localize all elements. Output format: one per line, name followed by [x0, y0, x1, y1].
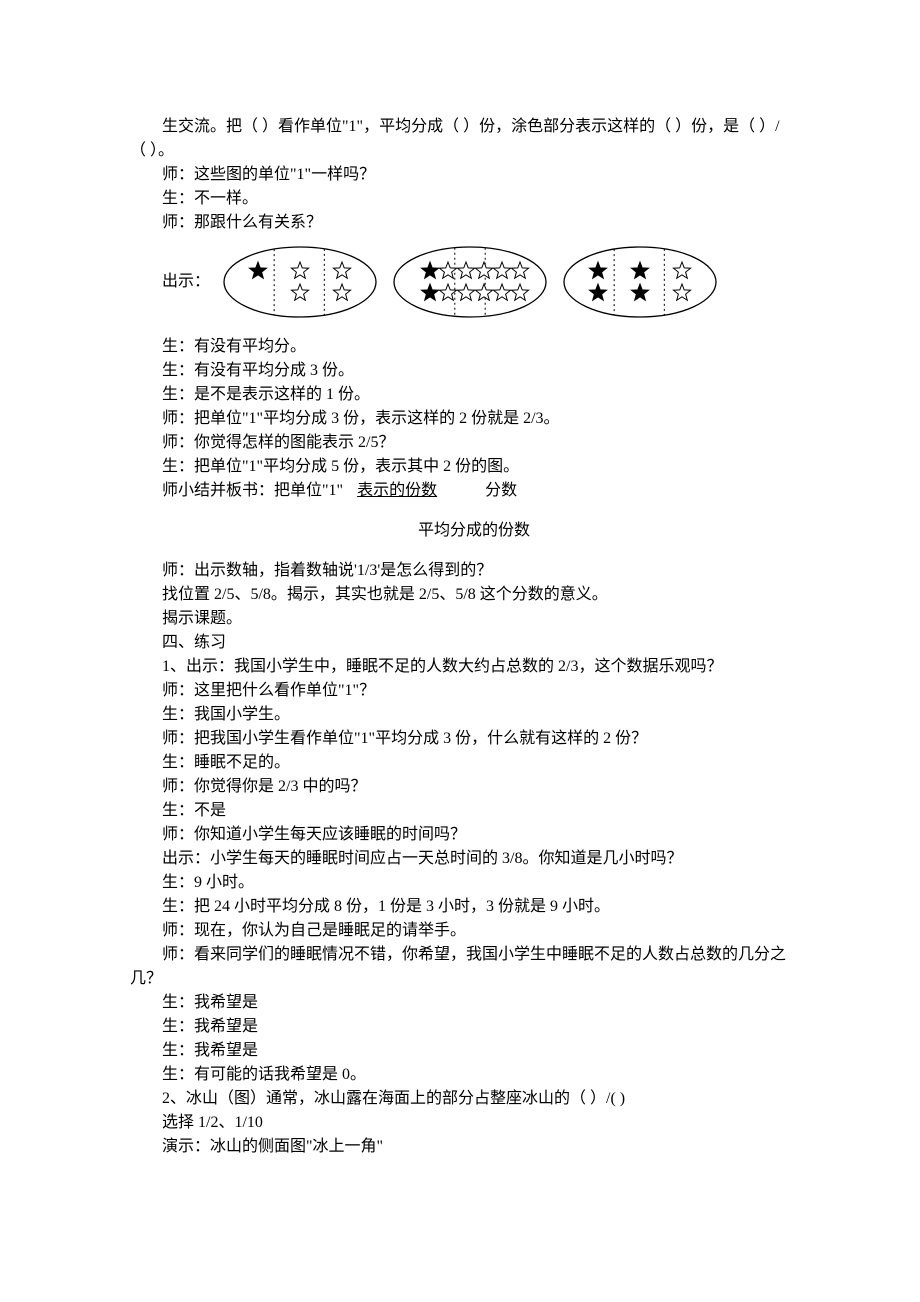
paragraph: 生：不一样。: [130, 187, 790, 211]
document-page: 生交流。把（ ）看作单位"1"，平均分成（ ）份，涂色部分表示这样的（ ）份，是…: [0, 0, 920, 1302]
text: 1、出示：我国小学生中，睡眠不足的人数大约占总数的 2/3，这个数据乐观吗？: [162, 658, 722, 675]
text: 师小结并板书：把单位"1": [162, 479, 343, 503]
paragraph: 生：有可能的话我希望是 0。: [130, 1063, 790, 1087]
paragraph: 生：9 小时。: [130, 871, 790, 895]
paragraph: 生：我希望是: [130, 1039, 790, 1063]
paragraph: 师：你知道小学生每天应该睡眠的时间吗？: [130, 823, 790, 847]
star-ellipse-3: [560, 243, 720, 321]
paragraph: 揭示课题。: [130, 607, 790, 631]
paragraph: 生：有没有平均分成 3 份。: [130, 359, 790, 383]
paragraph: 生：把单位"1"平均分成 5 份，表示其中 2 份的图。: [130, 455, 790, 479]
paragraph: 生：是不是表示这样的 1 份。: [130, 383, 790, 407]
star-ellipse-1: [220, 243, 380, 321]
paragraph: 选择 1/2、1/10: [130, 1111, 790, 1135]
text: 师：看来同学们的睡眠情况不错，你希望，我国小学生中睡眠不足的人数占总数的几分之几…: [130, 946, 786, 987]
paragraph: 四、练习: [130, 631, 790, 655]
paragraph: 师：把我国小学生看作单位"1"平均分成 3 份，什么就有这样的 2 份？: [130, 727, 790, 751]
paragraph: 生：睡眠不足的。: [130, 751, 790, 775]
fraction-numerator: 表示的份数: [349, 479, 445, 503]
paragraph: 师：把单位"1"平均分成 3 份，表示这样的 2 份就是 2/3。: [130, 407, 790, 431]
paragraph: 1、出示：我国小学生中，睡眠不足的人数大约占总数的 2/3，这个数据乐观吗？: [130, 655, 790, 679]
text: 生交流。把（ ）看作单位"1"，平均分成（ ）份，涂色部分表示这样的（ ）份，是…: [130, 118, 780, 159]
formula-row: 师小结并板书：把单位"1" 表示的份数 分数: [130, 479, 790, 503]
paragraph: 师：现在，你认为自己是睡眠足的请举手。: [130, 919, 790, 943]
diagram-row: 出示：: [162, 243, 790, 321]
paragraph: 找位置 2/5、5/8。揭示，其实也就是 2/5、5/8 这个分数的意义。: [130, 583, 790, 607]
paragraph: 师：这些图的单位"1"一样吗？: [130, 163, 790, 187]
diagram-label: 出示：: [162, 270, 210, 294]
star-ellipse-2: [390, 243, 550, 321]
text: 分数: [485, 479, 517, 503]
paragraph: 师：看来同学们的睡眠情况不错，你希望，我国小学生中睡眠不足的人数占总数的几分之几…: [130, 943, 790, 991]
paragraph: 师：出示数轴，指着数轴说'1/3'是怎么得到的？: [130, 559, 790, 583]
paragraph: 生：我希望是: [130, 991, 790, 1015]
paragraph: 演示：冰山的侧面图"冰上一角": [130, 1135, 790, 1159]
paragraph: 生：我国小学生。: [130, 703, 790, 727]
paragraph: 生：不是: [130, 799, 790, 823]
paragraph: 生：把 24 小时平均分成 8 份，1 份是 3 小时，3 份就是 9 小时。: [130, 895, 790, 919]
paragraph: 2、冰山（图）通常，冰山露在海面上的部分占整座冰山的（ ）/( ): [130, 1087, 790, 1111]
paragraph: 师：你觉得怎样的图能表示 2/5？: [130, 431, 790, 455]
paragraph: 生：有没有平均分。: [130, 335, 790, 359]
paragraph: 生：我希望是: [130, 1015, 790, 1039]
paragraph: 生交流。把（ ）看作单位"1"，平均分成（ ）份，涂色部分表示这样的（ ）份，是…: [130, 115, 790, 163]
paragraph: 师：那跟什么有关系？: [130, 211, 790, 235]
paragraph: 师：你觉得你是 2/3 中的吗？: [130, 775, 790, 799]
fraction-denominator: 平均分成的份数: [418, 519, 790, 543]
paragraph: 师：这里把什么看作单位"1"？: [130, 679, 790, 703]
paragraph: 出示：小学生每天的睡眠时间应占一天总时间的 3/8。你知道是几小时吗？: [130, 847, 790, 871]
